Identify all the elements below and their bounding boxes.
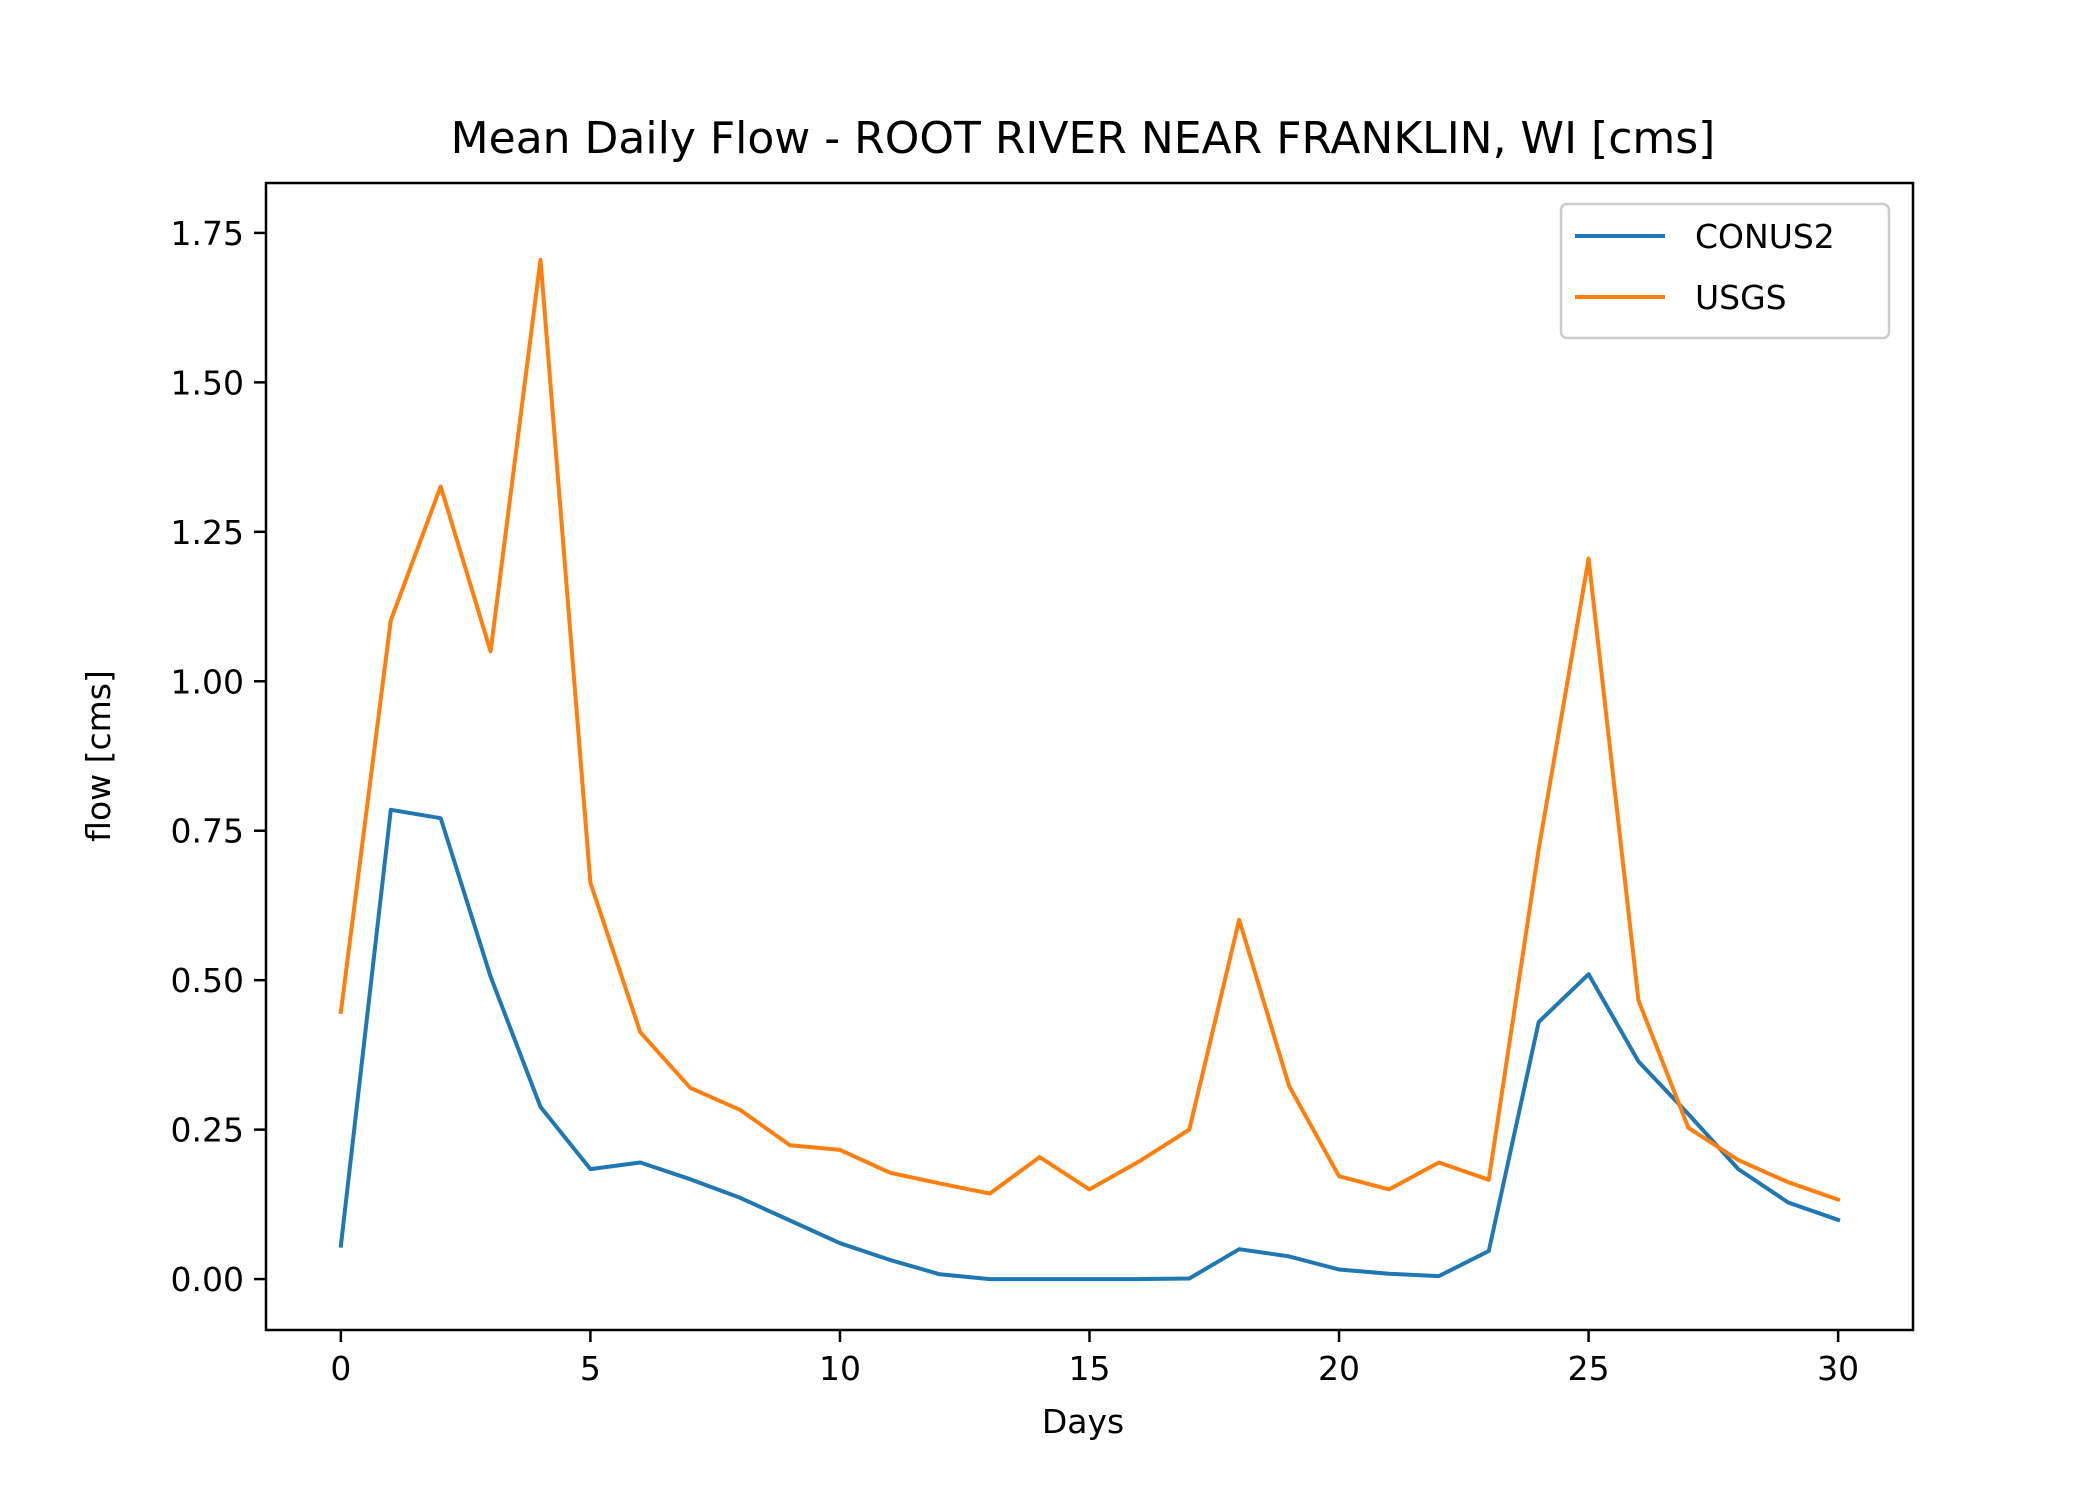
y-tick-label: 0.25 [171,1111,244,1150]
x-tick-label: 10 [819,1349,861,1388]
y-tick-label: 1.75 [171,214,244,253]
x-tick-label: 30 [1817,1349,1859,1388]
x-tick-label: 20 [1318,1349,1360,1388]
y-tick-label: 1.25 [171,513,244,552]
x-tick-label: 25 [1568,1349,1610,1388]
legend-label-usgs: USGS [1695,278,1787,317]
x-tick-label: 5 [580,1349,601,1388]
y-axis: 0.00 0.25 0.50 0.75 1.00 1.25 1.50 1.75 [171,214,266,1299]
series-line-conus2 [338,807,1841,1282]
x-tick-label: 0 [330,1349,351,1388]
series-line-usgs [338,257,1841,1203]
y-tick-label: 1.00 [171,662,244,701]
y-tick-label: 0.75 [171,812,244,851]
x-axis-label: Days [1042,1402,1124,1441]
x-tick-label: 15 [1069,1349,1111,1388]
chart-title: Mean Daily Flow - ROOT RIVER NEAR FRANKL… [451,113,1716,164]
legend-label-conus2: CONUS2 [1695,217,1835,256]
legend: CONUS2 USGS [1559,202,1891,340]
y-axis-label: flow [cms] [79,670,118,842]
y-tick-label: 1.50 [171,363,244,402]
y-tick-label: 0.50 [171,961,244,1000]
y-tick-label: 0.00 [171,1260,244,1299]
x-axis: 0 5 10 15 20 25 30 [330,1330,1859,1388]
